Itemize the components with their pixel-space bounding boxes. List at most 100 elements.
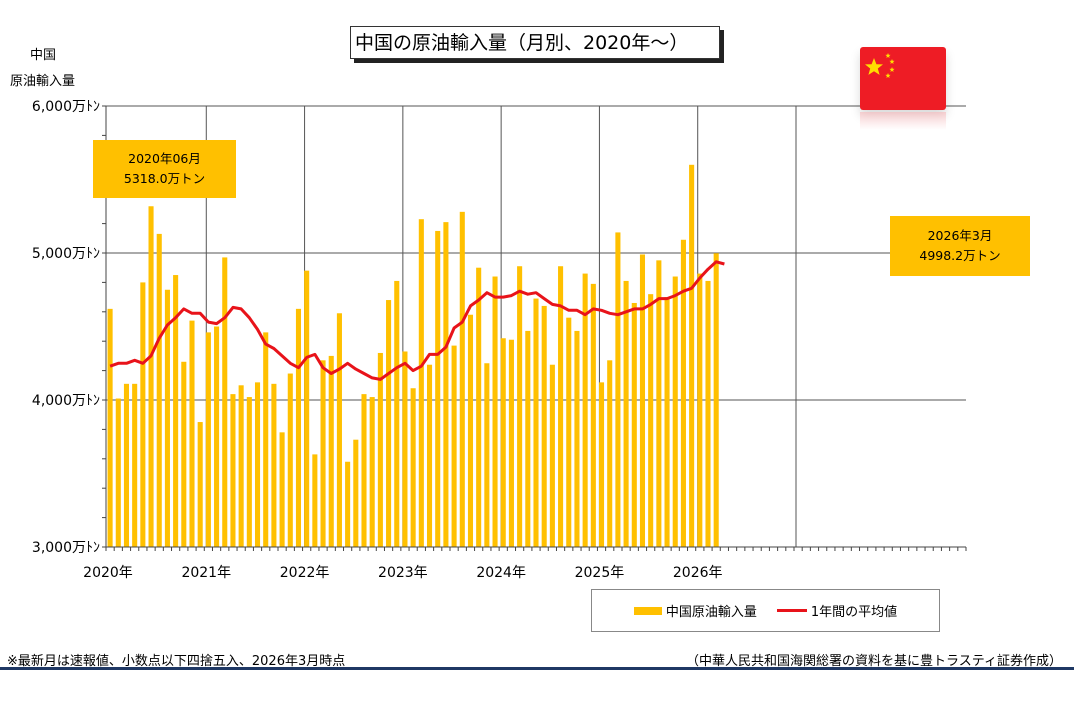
bar [459,211,465,547]
bar [615,232,621,548]
bar [336,313,342,547]
bar [361,394,367,547]
bar [680,239,686,547]
bar [238,385,244,547]
y-tick-label: 6,000万ﾄﾝ [32,99,100,115]
bar [287,373,293,547]
bar [533,298,539,547]
y-tick-label: 5,000万ﾄﾝ [32,246,100,262]
bar [181,361,187,547]
bar [328,355,334,547]
legend-swatch-bar [633,606,662,615]
bar [271,383,277,547]
bar [451,345,457,547]
bar [598,382,605,547]
legend-label-average: 1年間の平均値 [810,605,898,620]
bar [566,317,572,547]
y-tick-label: 4,000万ﾄﾝ [32,393,100,409]
bar [623,280,629,547]
bar [246,397,252,547]
bar [132,383,138,547]
bar [386,300,392,547]
x-tick-label: 2021年 [181,565,231,581]
bar [115,398,121,547]
chart-title: 中国の原油輸入量（月別、2020年～） [350,26,720,59]
x-tick-label: 2025年 [575,565,625,581]
legend-item-average: 1年間の平均値 [776,601,898,620]
bar [295,308,302,547]
bar [705,280,711,547]
callout-latest-date: 2026年3月 [927,228,993,243]
bar [656,260,662,547]
bar [541,305,547,547]
bar [164,289,170,547]
bar [648,294,654,547]
bar-series [107,164,719,548]
bar [508,339,514,547]
bar [607,360,613,547]
bar [418,219,424,547]
bar [672,276,678,547]
bar [140,282,146,547]
legend-item-imports: 中国原油輸入量 [633,601,757,620]
bar [230,394,236,547]
bar [123,383,130,547]
source-note: （中華人民共和国海関総署の資料を基に豊トラスティ証券作成） [686,654,1062,669]
bar [582,273,588,547]
average-line [109,260,725,381]
bar [254,382,261,547]
callout-latest: 2026年3月 4998.2万トン [890,216,1030,276]
bar [353,439,359,547]
x-tick-label: 2022年 [280,565,330,581]
y-axis-label-line2: 原油輸入量 [10,74,76,89]
bar [377,352,383,547]
bar [517,266,523,547]
bar [558,266,564,547]
bar [713,253,719,548]
bar [205,332,211,547]
bar [369,397,375,547]
bar [443,222,449,547]
x-tick-labels: 2020年 2021年 2022年 2023年 2024年 2025年 2026年 [83,565,722,581]
china-flag-icon [860,47,946,110]
legend: 中国原油輸入量 1年間の平均値 [591,589,940,632]
bar [107,308,113,547]
bar [320,360,326,547]
bar [631,302,637,547]
bar [394,280,400,547]
legend-swatch-line [776,609,807,612]
bar [345,461,351,547]
bar [549,364,555,547]
bar [148,206,154,547]
bar [402,351,408,547]
callout-max-date: 2020年06月 [128,151,201,166]
bar [697,273,703,547]
x-tick-label: 2026年 [673,565,723,581]
bar [574,330,580,547]
y-tick-label: 3,000万ﾄﾝ [32,540,100,556]
bar [156,233,162,547]
x-tick-label: 2024年 [476,565,526,581]
footnote: ※最新月は速報値、小数点以下四捨五入、2026年3月時点 [7,654,346,669]
bar [476,267,482,547]
bar [689,164,695,548]
bar [214,326,220,547]
callout-latest-value: 4998.2万トン [919,248,1001,263]
bar [189,320,195,547]
bar [590,283,596,547]
bar [435,230,441,547]
bar [312,454,318,547]
bottom-rule [0,667,1074,670]
bar [263,332,269,547]
y-axis-label-line1: 中国 [30,48,57,63]
bar [197,422,203,547]
legend-label-imports: 中国原油輸入量 [665,605,757,620]
bar [664,297,670,547]
y-tick-labels: 6,000万ﾄﾝ 5,000万ﾄﾝ 4,000万ﾄﾝ 3,000万ﾄﾝ [32,99,100,556]
bar [484,363,490,547]
x-tick-label: 2020年 [83,565,133,581]
callout-max-value: 5318.0万トン [123,171,206,186]
bar [525,330,531,547]
bar [222,257,228,547]
